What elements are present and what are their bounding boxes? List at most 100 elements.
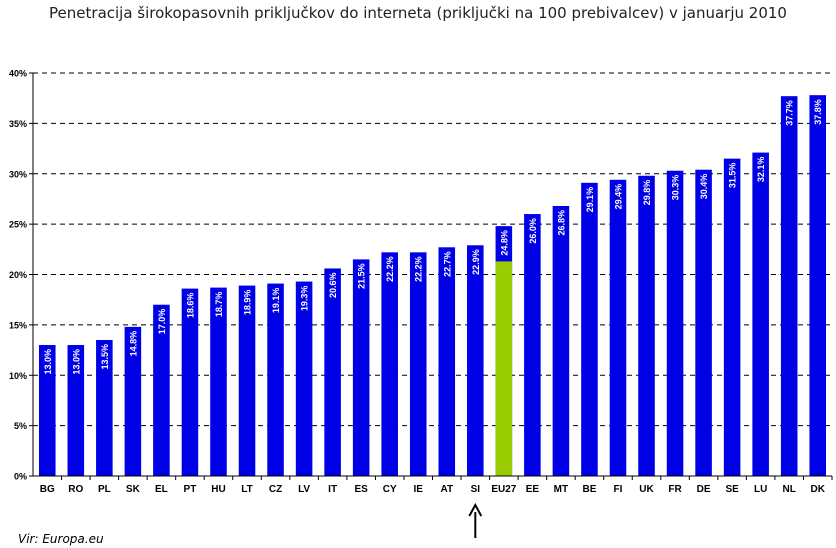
y-tick-label: 25%	[9, 220, 27, 230]
bar-fr	[666, 170, 684, 477]
source-note: Vir: Europa.eu	[18, 532, 104, 546]
data-label-pl: 13.5%	[100, 344, 110, 370]
bar-at	[438, 247, 456, 476]
y-tick-label: 10%	[9, 371, 27, 381]
x-tick-label-fi: FI	[614, 484, 623, 495]
data-label-be: 29.1%	[585, 187, 595, 213]
data-label-si: 22.9%	[471, 249, 481, 275]
bar-pl	[96, 339, 113, 476]
y-tick-label: 15%	[9, 320, 27, 330]
data-label-eu27: 24.8%	[499, 230, 509, 256]
x-tick-label-sk: SK	[126, 484, 141, 495]
x-tick-label-ee: EE	[526, 484, 540, 495]
bar-ie	[409, 252, 427, 476]
bar-it	[324, 268, 341, 476]
x-tick-label-ro: RO	[68, 484, 83, 495]
data-label-se: 31.5%	[728, 163, 738, 189]
chart-title: Penetracija širokopasovnih priključkov d…	[49, 4, 787, 22]
bar-ro	[67, 345, 85, 476]
bar-fi	[609, 179, 627, 477]
data-label-el: 17.0%	[157, 309, 167, 335]
bar-lt	[238, 285, 256, 476]
x-tick-label-nl: NL	[783, 484, 796, 495]
data-label-fr: 30.3%	[671, 175, 681, 201]
bar-mt	[552, 205, 570, 477]
bar-lu	[752, 152, 769, 476]
bar-es	[352, 259, 370, 476]
x-tick-label-hu: HU	[211, 484, 225, 495]
bar-dk	[809, 95, 827, 476]
x-tick-label-lt: LT	[241, 484, 252, 495]
x-tick-label-fr: FR	[668, 484, 682, 495]
data-label-lt: 18.9%	[243, 290, 253, 316]
bar-nl	[780, 96, 798, 477]
bar-sk	[124, 326, 142, 476]
x-tick-label-at: AT	[440, 484, 453, 495]
x-tick-label-bg: BG	[40, 484, 55, 495]
x-tick-label-cz: CZ	[269, 484, 282, 495]
data-labels: 13.0% 13.0% 13.5% 14.8% 17.0% 18.6% 18.7% 18.9%…	[43, 99, 823, 374]
y-tick-label: 40%	[9, 69, 27, 79]
axes	[29, 72, 833, 480]
x-tick-labels: BG RO PL SK EL PT HU LT CZ LV IT ES CY IE AT SI EU27 EE MT…	[40, 484, 826, 495]
data-label-fi: 29.4%	[613, 184, 623, 210]
x-tick-label-se: SE	[725, 484, 739, 495]
bar-de	[695, 169, 712, 476]
data-label-ro: 13.0%	[71, 349, 81, 375]
grid-lines	[33, 72, 832, 427]
marker-arrow	[468, 502, 483, 538]
data-label-nl: 37.7%	[785, 100, 795, 126]
x-tick-label-pl: PL	[98, 484, 111, 495]
x-tick-label-dk: DK	[811, 484, 826, 495]
x-tick-label-el: EL	[155, 484, 168, 495]
x-tick-label-lv: LV	[298, 484, 310, 495]
data-label-bg: 13.0%	[43, 349, 53, 375]
data-label-mt: 26.8%	[556, 210, 566, 236]
bar-highlight-eu27	[495, 261, 513, 476]
x-tick-label-it: IT	[328, 484, 337, 495]
x-tick-label-be: BE	[582, 484, 596, 495]
data-label-hu: 18.7%	[214, 292, 224, 318]
y-tick-label: 0%	[14, 472, 27, 482]
y-tick-label: 35%	[9, 119, 27, 129]
data-label-sk: 14.8%	[128, 331, 138, 357]
y-tick-label: 30%	[9, 169, 27, 179]
y-tick-labels: 0% 5% 10% 15% 20% 25% 30% 35% 40%	[9, 69, 27, 482]
data-label-uk: 29.8%	[642, 180, 652, 206]
bar-cz	[267, 283, 284, 476]
x-tick-label-lu: LU	[754, 484, 767, 495]
x-tick-label-es: ES	[354, 484, 368, 495]
y-tick-label: 20%	[9, 270, 27, 280]
x-tick-label-eu27: EU27	[491, 484, 516, 495]
x-tick-label-si: SI	[471, 484, 481, 495]
bar-se	[723, 158, 741, 476]
x-tick-label-mt: MT	[554, 484, 568, 495]
bar-cy	[381, 252, 398, 476]
x-tick-label-uk: UK	[639, 484, 654, 495]
data-label-lu: 32.1%	[756, 157, 766, 183]
bar-ee	[524, 214, 541, 477]
data-label-cz: 19.1%	[271, 288, 281, 314]
x-tick-label-ie: IE	[414, 484, 424, 495]
bar-hu	[210, 287, 227, 476]
bar-lv	[295, 281, 313, 476]
bar-bg	[38, 345, 56, 476]
data-label-at: 22.7%	[442, 251, 452, 277]
data-label-cy: 22.2%	[385, 256, 395, 282]
data-label-ie: 22.2%	[414, 256, 424, 282]
bar-el	[153, 304, 170, 476]
data-label-lv: 19.3%	[300, 286, 310, 312]
data-label-dk: 37.8%	[813, 99, 823, 125]
data-label-de: 30.4%	[699, 174, 709, 200]
x-tick-label-cy: CY	[383, 484, 397, 495]
bar-uk	[638, 175, 655, 476]
bars	[38, 95, 827, 477]
x-tick-label-pt: PT	[184, 484, 197, 495]
bar-pt	[181, 288, 199, 476]
data-label-it: 20.6%	[328, 272, 338, 298]
data-label-es: 21.5%	[357, 263, 367, 289]
arrow-head	[468, 502, 483, 517]
x-tick-label-de: DE	[697, 484, 711, 495]
bar-si	[467, 245, 484, 476]
